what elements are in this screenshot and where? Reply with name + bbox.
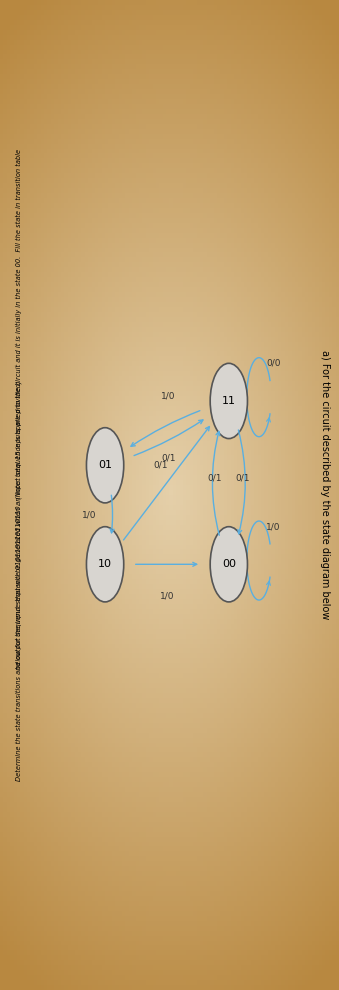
Text: 01: 01 xyxy=(98,460,112,470)
Text: 0/1: 0/1 xyxy=(207,473,222,482)
Text: 11: 11 xyxy=(222,396,236,406)
Text: 0/1: 0/1 xyxy=(153,460,167,469)
Text: 1/0: 1/0 xyxy=(266,522,281,532)
Ellipse shape xyxy=(210,527,247,602)
Text: 0/0: 0/0 xyxy=(266,358,281,368)
Text: Determine the state transitions and output sequence that will be generated when : Determine the state transitions and outp… xyxy=(16,149,22,781)
Text: 1/0: 1/0 xyxy=(161,391,176,400)
Text: below for the input sequence 010110110110110.  (Note: total 15 inputs are provid: below for the input sequence 01011011011… xyxy=(15,380,22,669)
Ellipse shape xyxy=(86,428,124,503)
Ellipse shape xyxy=(86,527,124,602)
Text: 1/0: 1/0 xyxy=(82,510,96,520)
Text: 10: 10 xyxy=(98,559,112,569)
Text: 00: 00 xyxy=(222,559,236,569)
Text: 0/1: 0/1 xyxy=(161,453,176,462)
Text: 1/0: 1/0 xyxy=(160,591,174,601)
Text: a) For the circuit described by the state diagram below: a) For the circuit described by the stat… xyxy=(320,350,330,620)
Text: 0/1: 0/1 xyxy=(236,473,250,482)
Ellipse shape xyxy=(210,363,247,439)
